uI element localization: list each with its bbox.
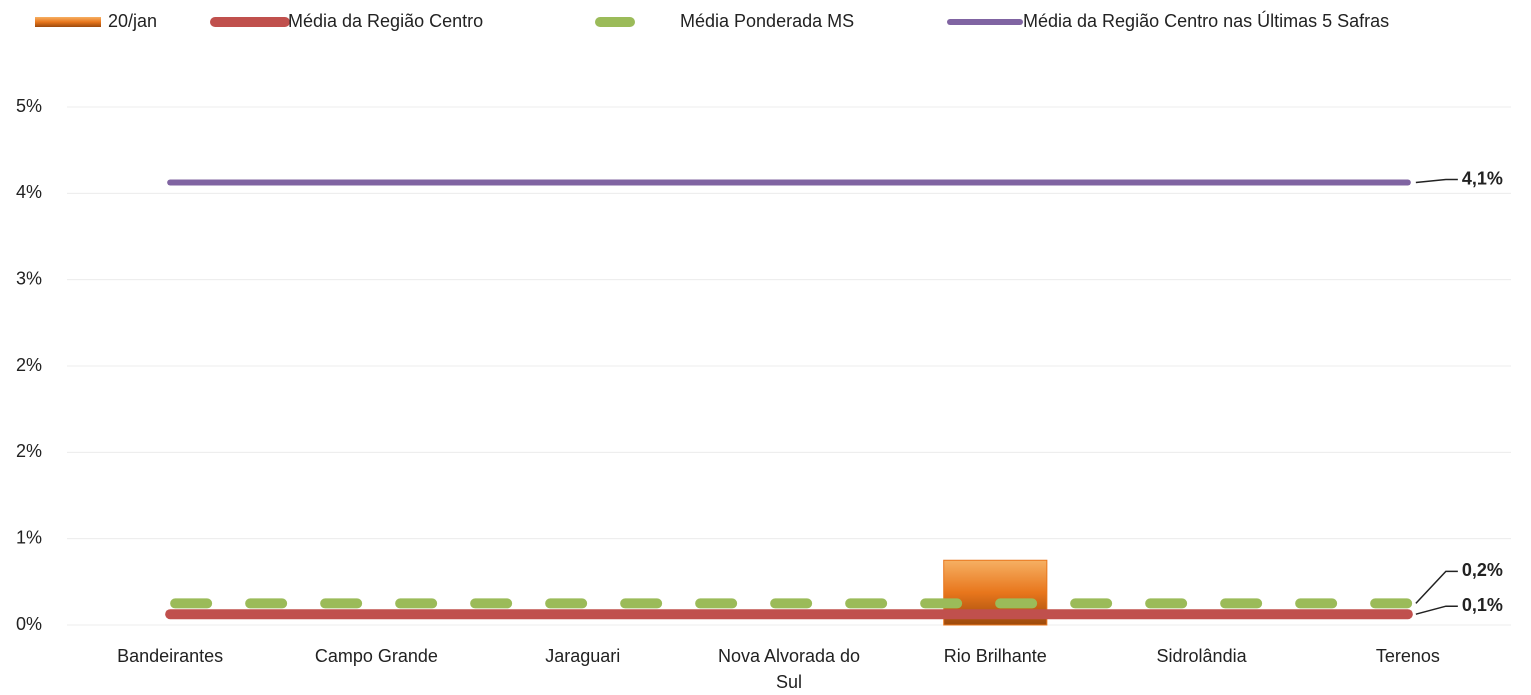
legend-label: Média Ponderada MS (680, 11, 854, 31)
legend-label: Média da Região Centro (288, 11, 483, 31)
y-tick-label: 2% (16, 355, 42, 375)
legend-label: Média da Região Centro nas Últimas 5 Saf… (1023, 10, 1389, 31)
x-tick-label: Rio Brilhante (944, 646, 1047, 666)
y-tick-label: 5% (16, 96, 42, 116)
y-tick-label: 3% (16, 268, 42, 288)
leader-line (1415, 570, 1458, 604)
x-tick-label: Sidrolândia (1157, 646, 1248, 666)
data-label: 4,1% (1462, 168, 1503, 188)
y-tick-label: 2% (16, 441, 42, 461)
x-tick-label: Campo Grande (315, 646, 438, 666)
x-tick-label: Bandeirantes (117, 646, 223, 666)
leader-line (1415, 605, 1458, 615)
data-label: 0,1% (1462, 595, 1503, 615)
legend-label: 20/jan (108, 11, 157, 31)
x-tick-label: Nova Alvorada do Sul (718, 646, 860, 692)
y-tick-label: 1% (16, 527, 42, 547)
x-tick-label: Terenos (1376, 646, 1440, 666)
legend-swatch (35, 17, 101, 27)
y-tick-label: 0% (16, 614, 42, 634)
data-label: 0,2% (1462, 560, 1503, 580)
y-tick-label: 4% (16, 182, 42, 202)
leader-line (1415, 178, 1458, 184)
x-tick-label: Jaraguari (545, 646, 620, 666)
